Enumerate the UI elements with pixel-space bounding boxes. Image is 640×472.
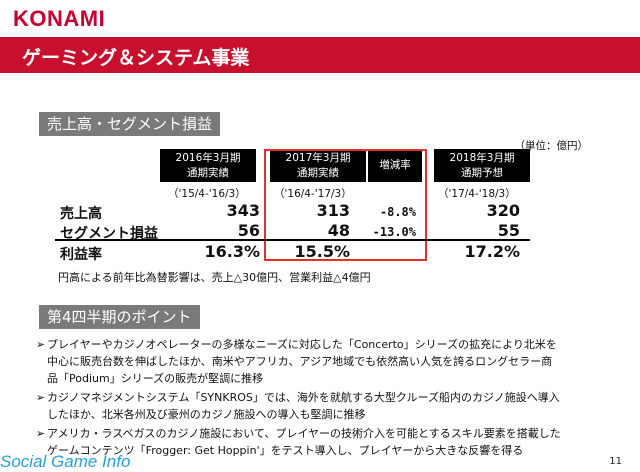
segment-profit-fy2018: 55	[497, 221, 520, 240]
bullet-arrow-icon: ➢	[36, 338, 46, 351]
bullet-item: ➢ プレイヤーやカジノオペレーターの多様なニーズに対応した「Concerto」シリ…	[36, 336, 596, 387]
column-header-line: 2016年3月期	[175, 152, 241, 164]
bullet-text: 中心に販売台数を伸ばしたほか、南米やアフリカ、アジア地域でも依然高い人気を誇るロ…	[47, 355, 553, 368]
table-rule	[55, 239, 530, 241]
column-header-line: 増減率	[379, 159, 411, 171]
row-label-segment-profit: セグメント損益	[60, 226, 158, 242]
column-header-line: 2018年3月期	[449, 152, 515, 164]
watermark-logo: Social Game Info	[0, 452, 131, 471]
bullet-text: プレイヤーやカジノオペレーターの多様なニーズに対応した「Concerto」シリー…	[47, 338, 557, 351]
bullet-text: カジノマネジメントシステム「SYNKROS」では、海外を就航する大型クルーズ船内…	[47, 391, 560, 404]
segment-profit-change: -13.0%	[372, 225, 416, 239]
margin-fy2016: 16.3%	[204, 242, 260, 261]
bullet-arrow-icon: ➢	[36, 391, 46, 404]
column-header-fy2018: 2018年3月期 通期予想	[434, 149, 530, 182]
period-fy2016: （'15/4-'16/3）	[168, 188, 246, 200]
bullet-text: ゲームコンテンツ「Frogger: Get Hoppin'」をテスト導入し、プレ…	[47, 444, 524, 457]
column-header-change: 増減率	[368, 149, 422, 182]
margin-fy2018: 17.2%	[464, 242, 520, 261]
sales-fy2016: 343	[226, 201, 260, 220]
bullet-text: アメリカ・ラスベガスのカジノ施設において、プレイヤーの技術介入を可能とするスキル…	[47, 427, 561, 440]
column-header-fy2017: 2017年3月期 通期実績	[270, 149, 366, 182]
period-fy2018: （'17/4-'18/3）	[438, 188, 516, 200]
section-heading-sales: 売上高・セグメント損益	[39, 112, 221, 136]
sales-change: -8.8%	[379, 205, 416, 219]
fx-note: 円高による前年比為替影響は、売上△30億円、営業利益△4億円	[58, 271, 371, 284]
page-title: ゲーミング＆システム事業	[22, 47, 250, 69]
highlight-box	[264, 149, 427, 261]
bullet-text: したほか、北米各州及び豪州のカジノ施設への導入も堅調に推移	[47, 408, 366, 421]
period-fy2017: （'16/4-'17/3）	[274, 188, 352, 200]
page-number: 11	[609, 456, 622, 467]
sales-fy2018: 320	[486, 201, 520, 220]
row-label-sales: 売上高	[60, 206, 102, 222]
unit-label: （単位：億円）	[514, 140, 589, 152]
title-bar: ゲーミング＆システム事業	[0, 37, 640, 73]
column-header-line: 2017年3月期	[285, 152, 351, 164]
bullet-item: ➢ アメリカ・ラスベガスのカジノ施設において、プレイヤーの技術介入を可能とするスキ…	[36, 425, 596, 459]
sales-fy2017: 313	[316, 201, 350, 220]
segment-profit-fy2017: 48	[327, 221, 350, 240]
bullet-item: ➢ カジノマネジメントシステム「SYNKROS」では、海外を就航する大型クルーズ船…	[36, 389, 596, 423]
konami-logo: KONAMI	[13, 6, 106, 31]
section-heading-q4: 第4四半期のポイント	[39, 305, 200, 329]
column-header-line: 通期実績	[187, 167, 229, 179]
column-header-fy2016: 2016年3月期 通期実績	[160, 149, 256, 182]
bullet-text: 品「Podium」シリーズの販売が堅調に推移	[47, 372, 264, 385]
bullet-arrow-icon: ➢	[36, 427, 46, 440]
column-header-line: 通期予想	[461, 167, 503, 179]
column-header-line: 通期実績	[297, 167, 339, 179]
row-label-margin: 利益率	[60, 247, 102, 263]
segment-profit-fy2016: 56	[237, 221, 260, 240]
margin-fy2017: 15.5%	[294, 242, 350, 261]
